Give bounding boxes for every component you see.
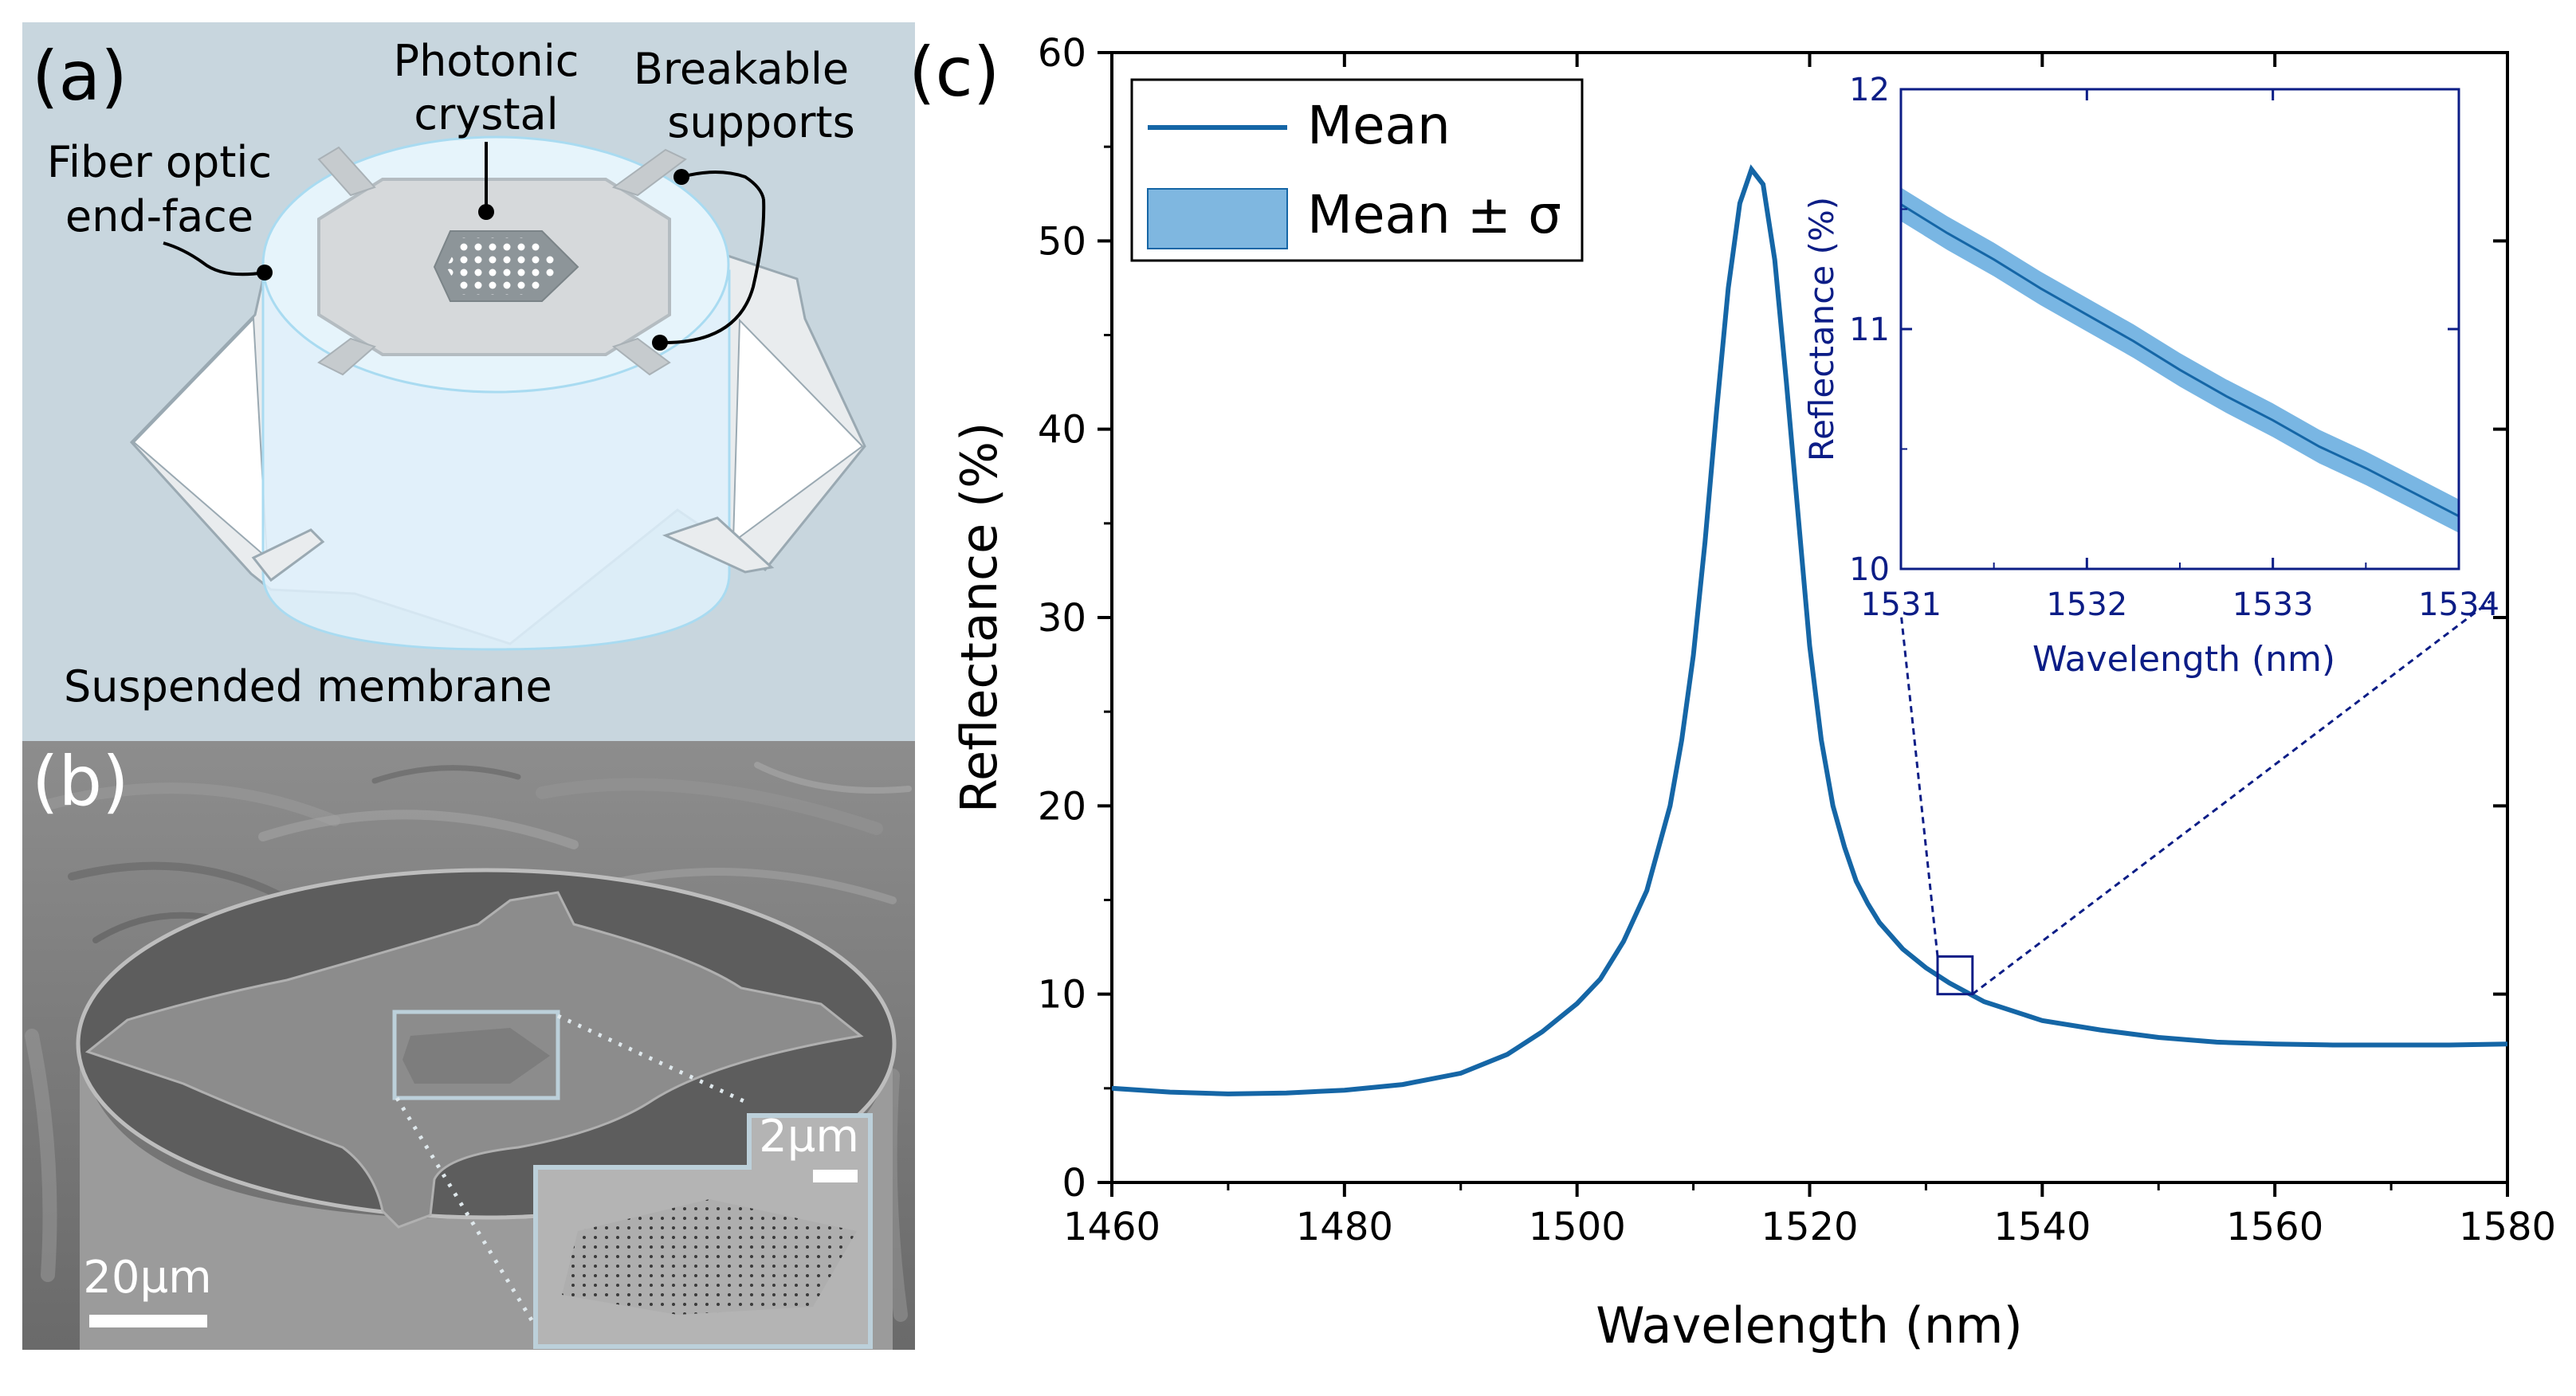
main-ytick-label: 20 [1038,784,1086,829]
main-ytick-label: 60 [1038,31,1086,76]
main-xtick-label: 1540 [1993,1205,2091,1249]
main-xtick-label: 1520 [1761,1205,1858,1249]
panel-a: (a) Photonic crystal Breakable supports … [22,22,915,741]
callout-dot-fiber [257,265,273,280]
label-supports-2: supports [667,97,854,147]
main-ylabel: Reflectance (%) [950,422,1008,814]
legend-label-mean: Mean [1307,95,1451,156]
inset-xtick-label: 1534 [2418,586,2499,623]
inset-ylabel: Reflectance (%) [1802,197,1841,461]
inset-xtick-label: 1533 [2232,586,2314,623]
panel-c-label: (c) [909,33,999,112]
main-ytick-label: 0 [1062,1161,1086,1206]
main-ytick-label: 40 [1038,408,1086,453]
main-ticks [1098,51,2509,1197]
main-xtick-label: 1560 [2226,1205,2323,1249]
right-pad [732,318,864,544]
main-ytick-label: 30 [1038,596,1086,641]
inset-background [1901,89,2459,569]
label-supports-1: Breakable [634,44,849,94]
zoom-connector-right [1971,599,2492,995]
main-ytick-label: 50 [1038,219,1086,264]
inset-ytick-label: 10 [1849,551,1890,588]
callout-dot-photonic [478,204,494,220]
bottom-support-left [251,528,325,582]
callout-dot-supports-bottom [652,335,668,351]
main-tick-labels: 1460 1480 1500 1520 1540 1560 1580 0 10 20 30 40 50 6… [1038,31,2556,1249]
callout-fiber [163,241,265,276]
main-ytick-label: 10 [1038,973,1086,1018]
label-membrane: Suspended membrane [64,661,552,712]
inset-xtick-label: 1532 [2046,586,2127,623]
inset-ytick-label: 11 [1849,312,1890,348]
callout-supports-top [681,171,765,200]
panel-c: (c) 1460 1480 1500 1520 1540 1560 1580 0 10 20 30 4… [909,31,2556,1355]
main-xtick-label: 1460 [1063,1205,1160,1249]
arm-top-right [611,148,687,197]
panel-b-label: (b) [32,742,129,822]
scale-bar-small [813,1170,858,1182]
inset-xtick-label: 1531 [1860,586,1942,623]
main-xlabel: Wavelength (nm) [1596,1296,2023,1355]
inset-tick-labels: 1531 1532 1533 1534 10 11 12 [1849,72,2499,623]
arm-top-left [317,146,376,197]
left-pad [132,316,269,560]
legend-band-swatch [1147,188,1288,249]
zoom-connector-left [1899,612,1939,957]
scale-label-small: 2µm [759,1111,859,1163]
main-xtick-label: 1480 [1296,1205,1393,1249]
zoom-line-1 [556,1014,751,1106]
callout-dot-supports-top [673,169,689,185]
photonic-crystal-holes [446,237,564,295]
main-series-line [1111,164,2508,1096]
callout-supports-bottom [659,198,766,345]
inset-ticks [1899,88,2460,571]
bottom-support-right [662,516,775,574]
scale-bar-large [89,1315,207,1327]
panel-b: 20µm 2µm (b) [22,741,915,1350]
label-fiber-2: end-face [65,191,253,241]
sem-pc-hex [402,1028,550,1084]
arm-bottom-left [317,337,376,376]
inset-xlabel: Wavelength (nm) [2032,639,2335,680]
main-xtick-label: 1580 [2459,1205,2556,1249]
sem-pc-box [392,1010,560,1100]
zoom-marker-box [1936,955,1974,996]
label-photonic-1: Photonic [394,36,579,86]
label-fiber-1: Fiber optic [47,137,272,187]
inset-mean-line [1900,203,2460,518]
inset-ytick-label: 12 [1849,72,1890,108]
scale-label-large: 20µm [83,1252,211,1304]
main-xtick-label: 1500 [1529,1205,1626,1249]
sem-zoom-holes [562,1199,857,1315]
main-legend: Mean Mean ± σ [1130,78,1584,262]
label-photonic-2: crystal [414,89,558,139]
arm-bottom-right [611,337,671,376]
legend-label-band: Mean ± σ [1307,184,1561,245]
panel-a-label: (a) [32,37,128,116]
